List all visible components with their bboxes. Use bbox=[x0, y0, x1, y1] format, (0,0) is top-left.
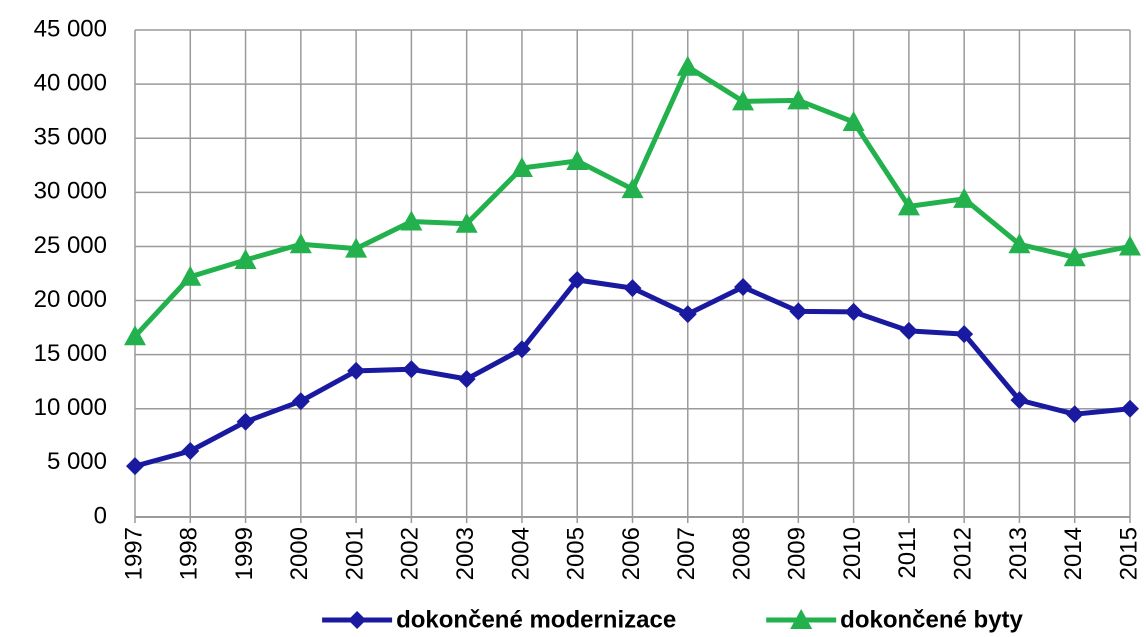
point bbox=[400, 210, 423, 231]
point bbox=[678, 305, 697, 324]
point bbox=[842, 110, 865, 131]
point bbox=[897, 195, 920, 216]
point bbox=[953, 187, 976, 208]
y-tick-label: 40 000 bbox=[34, 69, 107, 96]
x-tick-label: 2013 bbox=[1005, 527, 1032, 580]
x-tick-label: 2005 bbox=[563, 527, 590, 580]
point bbox=[455, 212, 478, 233]
point bbox=[1063, 246, 1086, 267]
point bbox=[348, 611, 367, 629]
point bbox=[126, 457, 144, 476]
point bbox=[1010, 391, 1029, 410]
point bbox=[844, 302, 863, 321]
y-tick-label: 20 000 bbox=[34, 286, 107, 313]
point bbox=[181, 441, 200, 460]
x-tick-label: 2006 bbox=[618, 527, 645, 580]
y-tick-label: 0 bbox=[94, 502, 107, 529]
point bbox=[566, 149, 589, 170]
legend-item: dokončené byty bbox=[766, 606, 1024, 633]
point bbox=[1008, 233, 1031, 254]
x-tick-label: 2015 bbox=[1115, 527, 1142, 580]
point bbox=[512, 340, 531, 359]
y-tick-label: 45 000 bbox=[34, 15, 107, 42]
x-tick-label: 2003 bbox=[452, 527, 479, 580]
x-tick-label: 2014 bbox=[1060, 527, 1087, 580]
x-tick-label: 1999 bbox=[231, 527, 258, 580]
x-tick-label: 2000 bbox=[286, 527, 313, 580]
legend-item: dokončené modernizace bbox=[322, 606, 676, 633]
x-tick-label: 2011 bbox=[894, 527, 921, 579]
point bbox=[568, 270, 587, 289]
point bbox=[1065, 405, 1084, 424]
point bbox=[124, 325, 146, 346]
point bbox=[236, 412, 255, 431]
point bbox=[789, 302, 808, 321]
point bbox=[621, 178, 644, 199]
x-tick-label: 2010 bbox=[839, 527, 866, 580]
point bbox=[347, 361, 366, 380]
point bbox=[790, 609, 813, 629]
x-tick-label: 2001 bbox=[341, 527, 368, 580]
x-tick-label: 2012 bbox=[950, 527, 977, 580]
point bbox=[402, 360, 421, 379]
point bbox=[734, 278, 753, 297]
point bbox=[289, 233, 312, 254]
x-tick-label: 2009 bbox=[784, 527, 811, 580]
point bbox=[510, 156, 533, 177]
point bbox=[1121, 399, 1139, 418]
y-tick-label: 30 000 bbox=[34, 178, 107, 205]
point bbox=[291, 392, 310, 411]
point bbox=[1119, 235, 1141, 256]
point bbox=[899, 321, 918, 340]
y-tick-label: 10 000 bbox=[34, 394, 107, 421]
point bbox=[623, 279, 642, 298]
point bbox=[732, 90, 755, 111]
y-tick-label: 5 000 bbox=[47, 448, 107, 475]
point bbox=[955, 325, 974, 344]
x-tick-label: 2007 bbox=[673, 527, 700, 580]
x-tick-label: 2008 bbox=[728, 527, 755, 580]
y-tick-label: 25 000 bbox=[34, 232, 107, 259]
legend-label: dokončené modernizace bbox=[396, 606, 676, 633]
point bbox=[179, 265, 202, 286]
point bbox=[787, 89, 810, 110]
point bbox=[234, 248, 257, 269]
y-tick-label: 15 000 bbox=[34, 340, 107, 367]
point bbox=[676, 55, 699, 76]
y-tick-label: 35 000 bbox=[34, 124, 107, 151]
x-tick-label: 2002 bbox=[397, 527, 424, 580]
x-tick-label: 1998 bbox=[176, 527, 203, 580]
x-tick-label: 1997 bbox=[120, 527, 147, 580]
point bbox=[345, 237, 368, 258]
legend-label: dokončené byty bbox=[840, 606, 1023, 633]
point bbox=[457, 370, 476, 389]
x-tick-label: 2004 bbox=[507, 527, 534, 580]
